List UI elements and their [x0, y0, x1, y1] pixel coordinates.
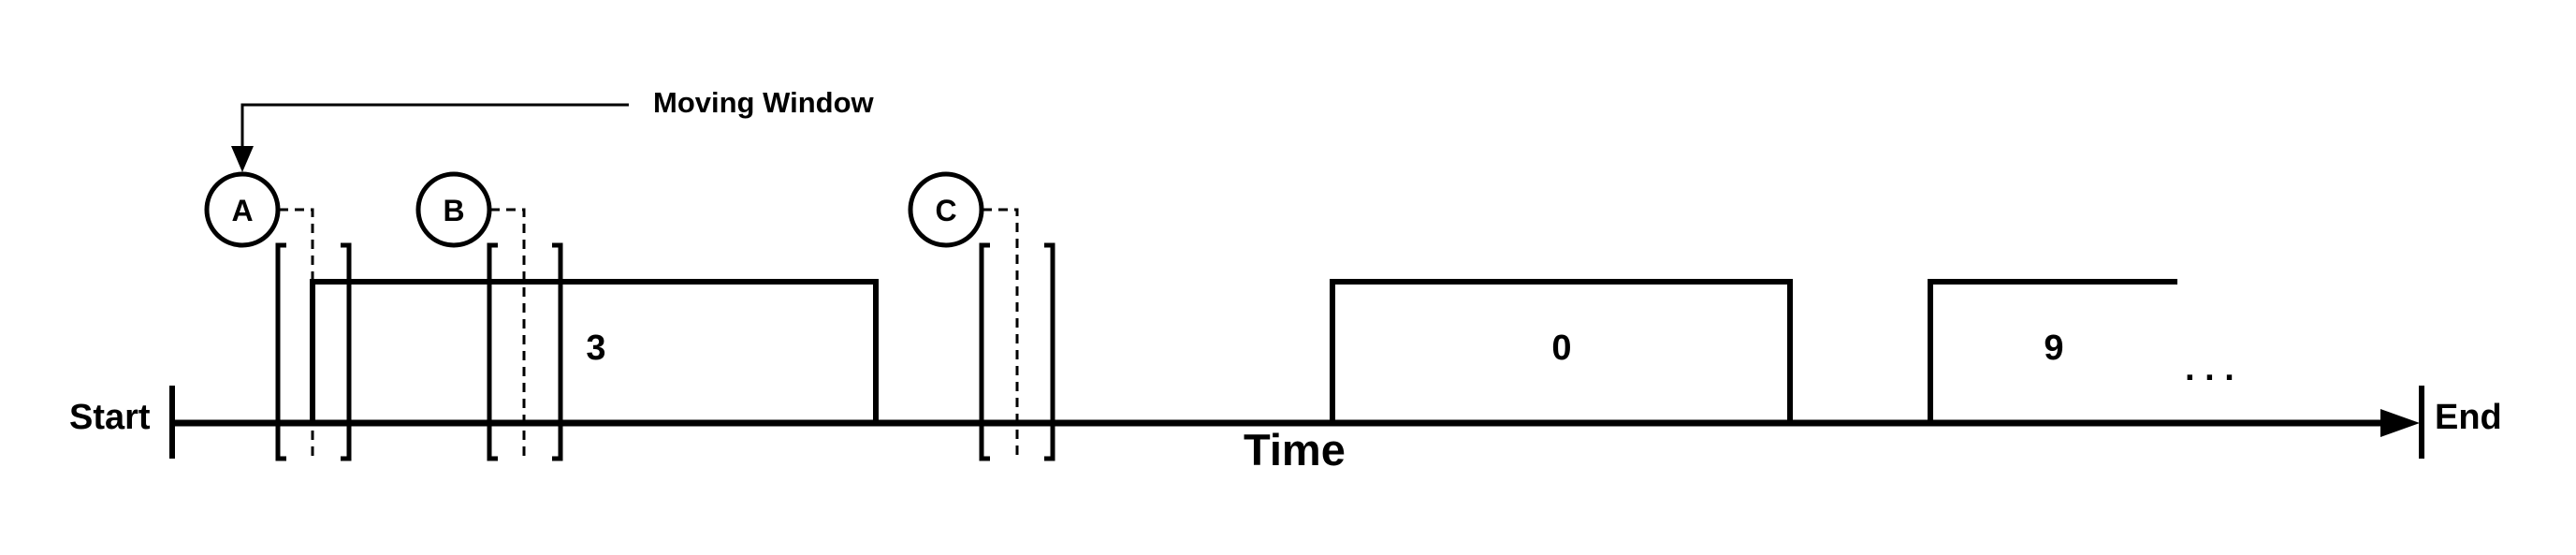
window-b-open-bracket [487, 242, 498, 461]
pulse-3-outline [1928, 279, 2177, 423]
axis-arrowhead [2380, 409, 2420, 437]
callout-leader [240, 103, 629, 155]
window-c-marker [908, 171, 984, 248]
moving-window-callout [231, 103, 629, 172]
window-c: C [908, 171, 1055, 461]
pulse-value-2: 0 [1551, 329, 1571, 368]
pulse-value-1: 3 [586, 329, 605, 368]
start-label: Start [69, 398, 151, 437]
window-a-close-bracket [341, 242, 352, 461]
time-axis [169, 386, 2424, 459]
window-a-marker [204, 171, 281, 248]
window-a-leader [279, 208, 314, 459]
callout-arrowhead [231, 146, 254, 172]
window-b-marker [415, 171, 492, 248]
pulse-value-3: 9 [2044, 329, 2063, 368]
window-a-open-bracket [275, 242, 286, 461]
end-label: End [2435, 398, 2502, 437]
pulse-2-outline [1330, 279, 1793, 423]
window-a-label: A [231, 194, 253, 227]
window-c-open-bracket [979, 242, 990, 461]
moving-window-label: Moving Window [653, 86, 875, 119]
window-a: A [204, 171, 352, 461]
window-b-leader [490, 208, 526, 459]
window-c-leader [982, 208, 1019, 459]
window-c-label: C [935, 194, 956, 227]
window-b-label: B [443, 194, 464, 227]
window-b-close-bracket [552, 242, 563, 461]
axis-label: Time [1244, 425, 1346, 475]
window-c-close-bracket [1044, 242, 1055, 461]
continuation-ellipsis: . . . [2185, 349, 2234, 388]
window-b: B [415, 171, 563, 461]
